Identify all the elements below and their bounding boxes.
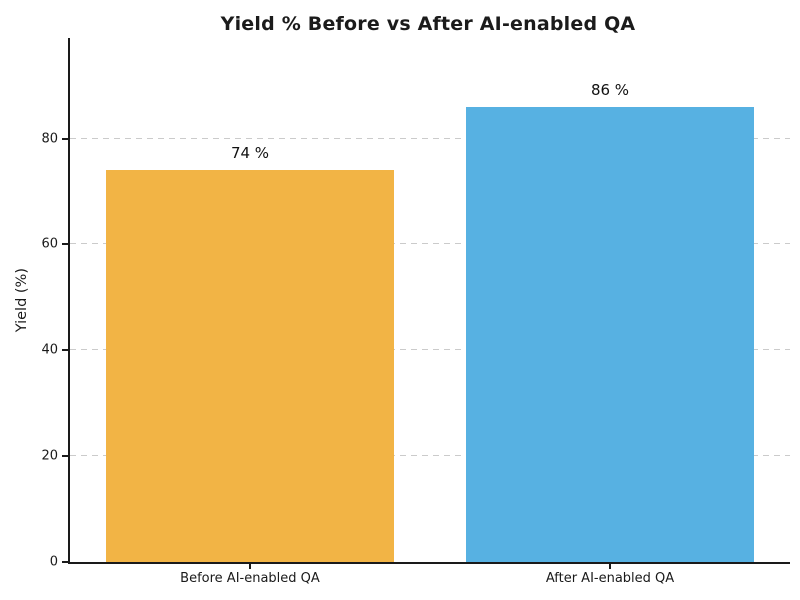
x-tick-label: Before AI-enabled QA	[180, 571, 320, 586]
y-tick-label: 80	[41, 131, 58, 147]
h-gridline	[70, 243, 790, 245]
y-tick-mark	[62, 243, 68, 246]
plot-area: 74 % 86 %	[68, 38, 790, 564]
y-axis-label: Yield (%)	[14, 267, 30, 333]
x-tick-mark	[249, 564, 251, 569]
y-tick-mark	[62, 349, 68, 352]
h-gridline	[70, 349, 790, 351]
y-tick-mark	[62, 137, 68, 140]
bar	[106, 170, 394, 562]
y-axis-label-wrap: Yield (%)	[8, 38, 36, 562]
bar	[466, 106, 754, 562]
y-tick-mark	[62, 561, 68, 563]
bar-value-label: 86 %	[590, 80, 630, 99]
x-tick-label: After AI-enabled QA	[545, 571, 675, 586]
x-tick-mark	[609, 564, 611, 569]
bar-value-label: 74 %	[230, 144, 270, 163]
h-gridline	[70, 137, 790, 139]
h-gridline	[70, 455, 790, 457]
chart-title: Yield % Before vs After AI-enabled QA	[220, 13, 636, 35]
y-tick-label: 0	[49, 554, 58, 570]
y-tick-label: 40	[41, 342, 58, 358]
y-tick-mark	[62, 455, 68, 458]
y-tick-label: 60	[41, 236, 58, 252]
y-tick-label: 20	[41, 448, 58, 464]
